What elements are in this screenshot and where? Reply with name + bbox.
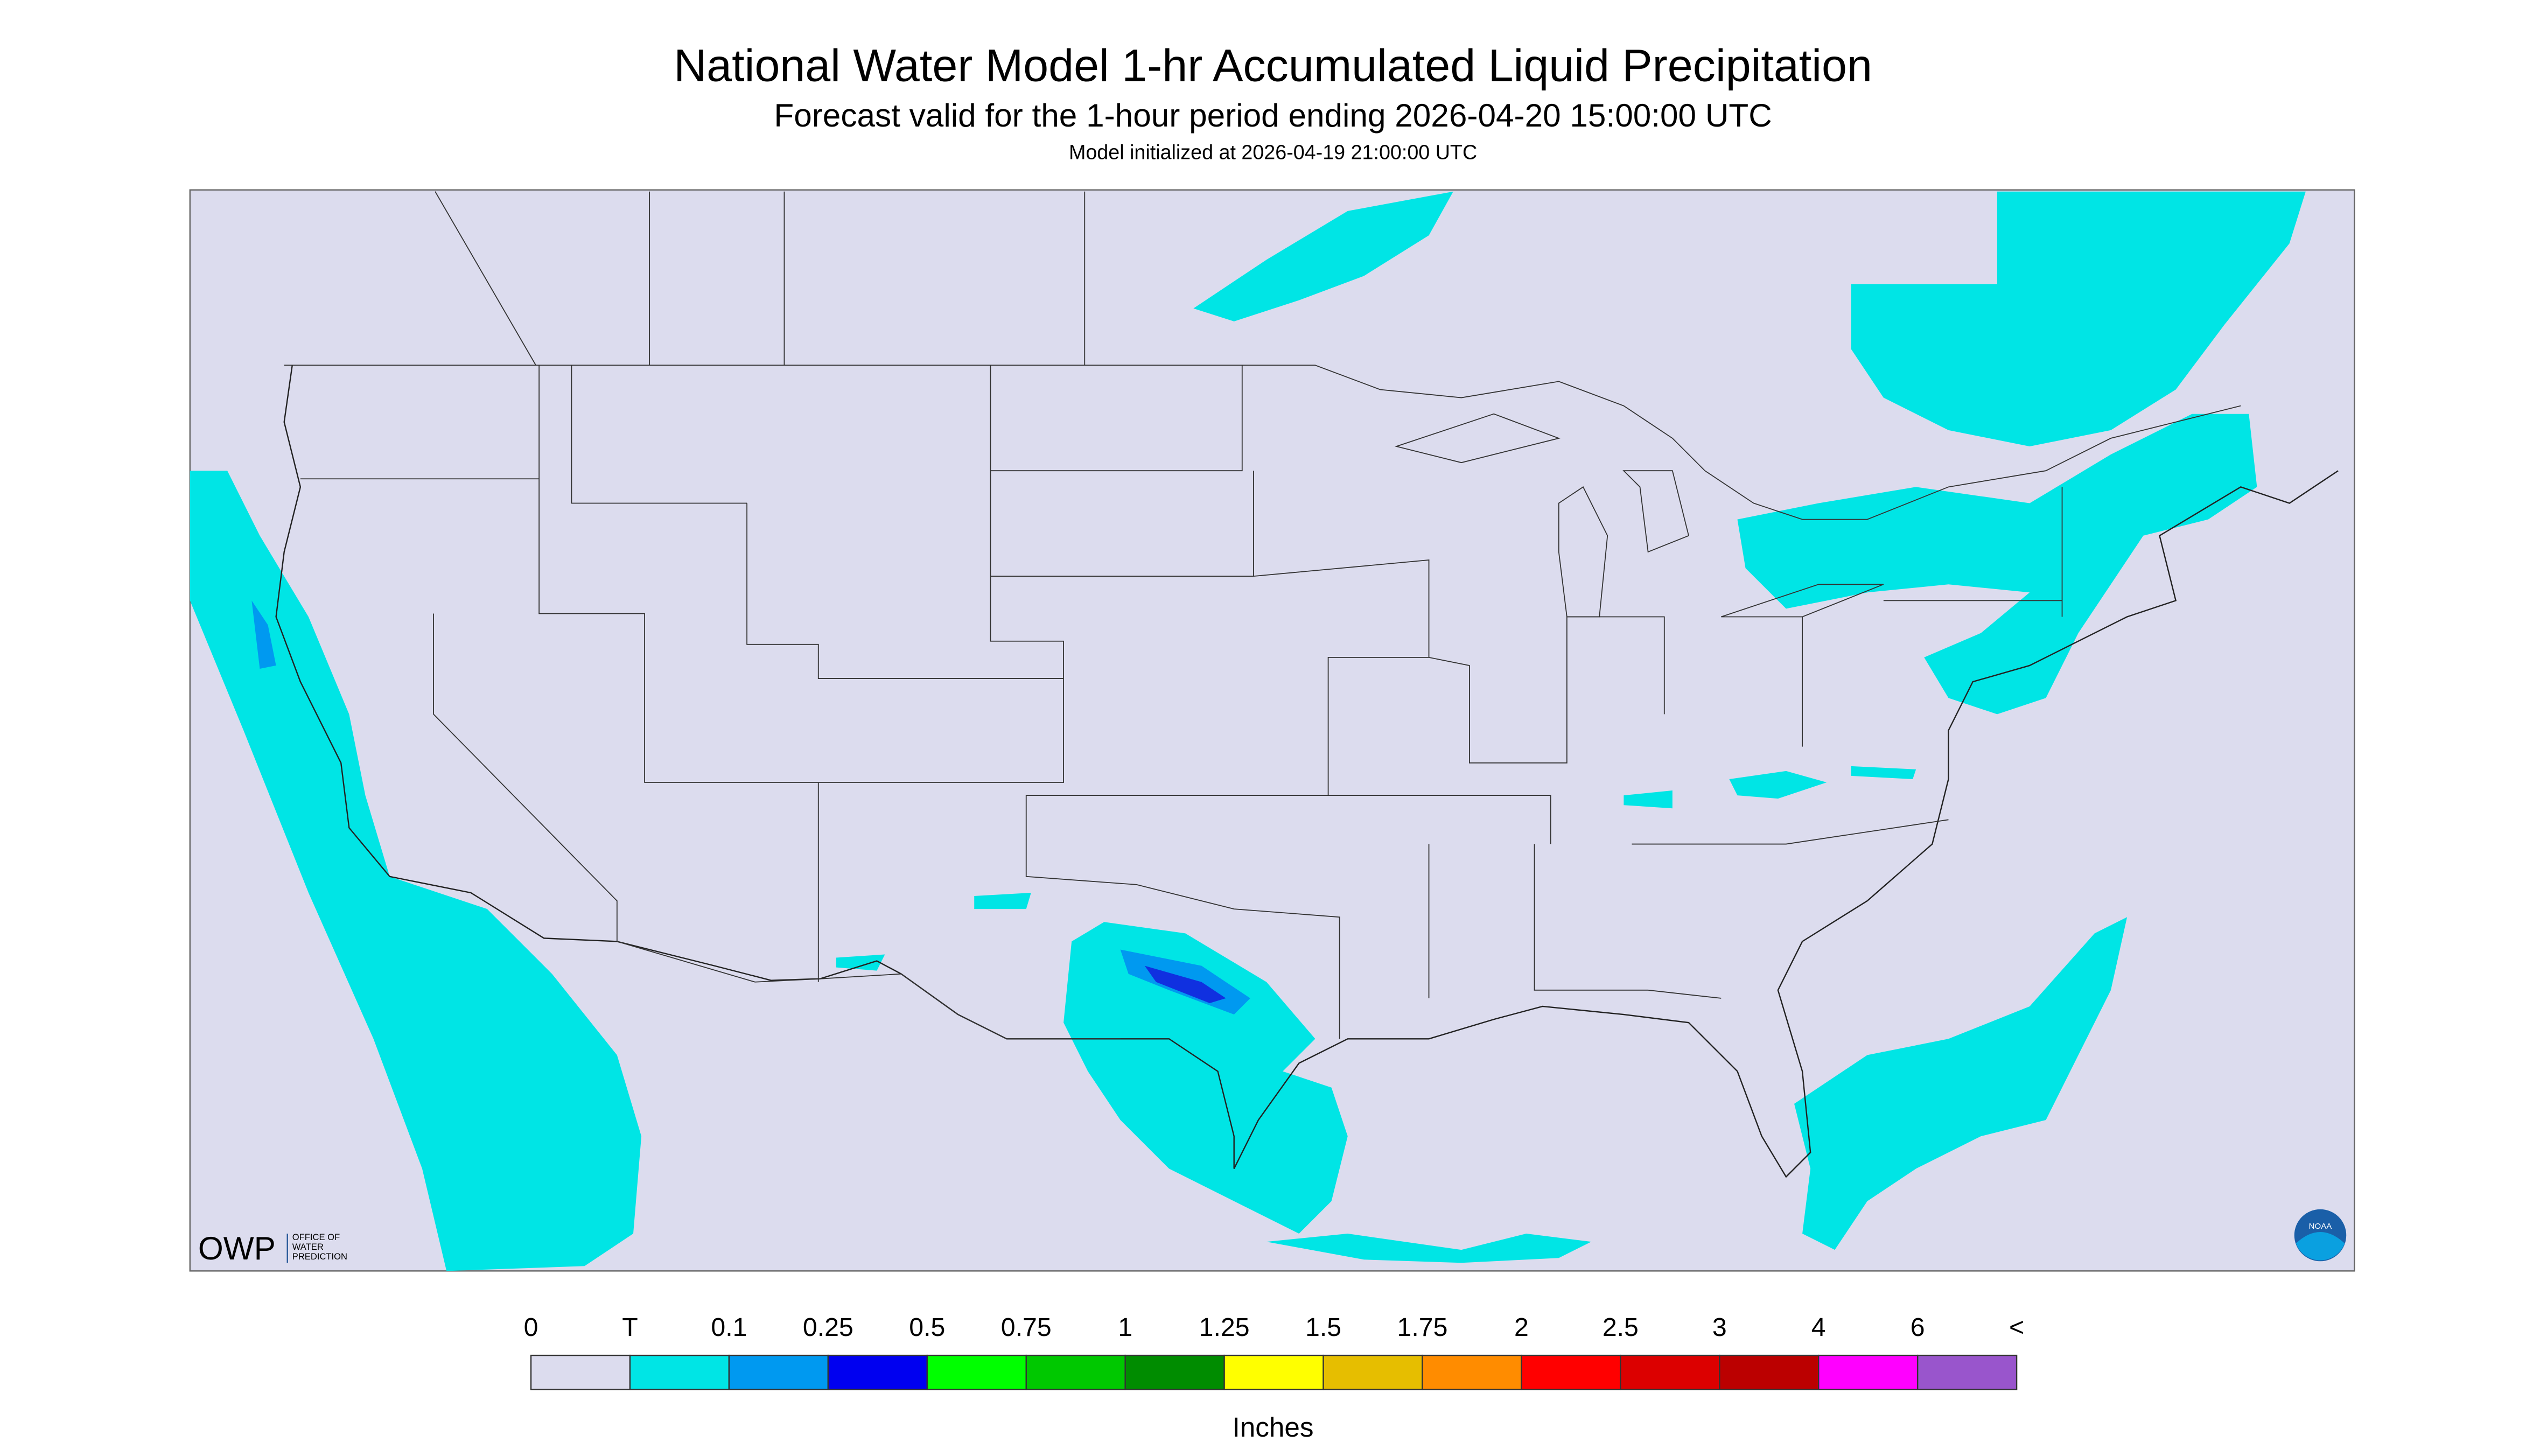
legend-label: 0.25	[803, 1313, 853, 1342]
noaa-logo: NOAA	[2294, 1209, 2347, 1262]
legend-swatch	[1323, 1354, 1423, 1390]
legend-label: 0.5	[909, 1313, 945, 1342]
legend-swatch	[530, 1354, 631, 1390]
color-legend: 0 T 0.1 0.25 0.5 0.75 1 1.25 1.5 1.75 2 2.5 3 4 6 <	[524, 1313, 2024, 1390]
owp-line: PREDICTION	[292, 1251, 347, 1262]
legend-swatch	[827, 1354, 928, 1390]
owp-line: WATER	[292, 1242, 324, 1252]
legend-label: <	[2009, 1313, 2024, 1342]
legend-swatch	[1223, 1354, 1324, 1390]
owp-logo: OWP OFFICE OF WATER PREDICTION	[198, 1230, 347, 1266]
legend-swatch	[1916, 1354, 2018, 1390]
legend-swatch	[1620, 1354, 1720, 1390]
legend-swatch	[1422, 1354, 1522, 1390]
legend-label: 2	[1514, 1313, 1529, 1342]
legend-swatch	[1719, 1354, 1820, 1390]
legend-swatch	[728, 1354, 829, 1390]
precip-areas	[190, 191, 2306, 1271]
legend-label: 4	[1811, 1313, 1826, 1342]
legend-unit: Inches	[1233, 1412, 1314, 1443]
owp-line: OFFICE OF	[292, 1232, 340, 1242]
legend-label: 1.5	[1305, 1313, 1341, 1342]
title: National Water Model 1-hr Accumulated Li…	[674, 40, 1872, 91]
legend-label: 1.25	[1199, 1313, 1250, 1342]
legend-label: 1	[1118, 1313, 1132, 1342]
great-lakes	[1394, 413, 1884, 618]
noaa-mark: NOAA	[2309, 1222, 2333, 1231]
legend-swatch	[1124, 1354, 1225, 1390]
init-time: Model initialized at 2026-04-19 21:00:00…	[1069, 141, 1477, 163]
legend-label: 0	[524, 1313, 538, 1342]
legend-label: 2.5	[1603, 1313, 1639, 1342]
mexico-border	[617, 941, 1121, 1040]
legend-label: 3	[1712, 1313, 1727, 1342]
legend-swatch	[926, 1354, 1027, 1390]
legend-label: 6	[1911, 1313, 1925, 1342]
legend-label: 0.1	[711, 1313, 747, 1342]
owp-mark: OWP	[198, 1230, 276, 1266]
legend-swatch	[1818, 1354, 1919, 1390]
legend-swatch	[1521, 1354, 1621, 1390]
canada-border	[284, 365, 2241, 520]
legend-swatch	[1025, 1354, 1126, 1390]
legend-label: 1.75	[1397, 1313, 1448, 1342]
state-lines	[300, 191, 2063, 1039]
subtitle: Forecast valid for the 1-hour period end…	[774, 97, 1772, 134]
legend-swatch	[629, 1354, 730, 1390]
map: OWP OFFICE OF WATER PREDICTION NOAA	[189, 189, 2355, 1272]
legend-label: 0.75	[1001, 1313, 1052, 1342]
legend-label: T	[622, 1313, 638, 1342]
coastline	[275, 365, 2339, 1178]
